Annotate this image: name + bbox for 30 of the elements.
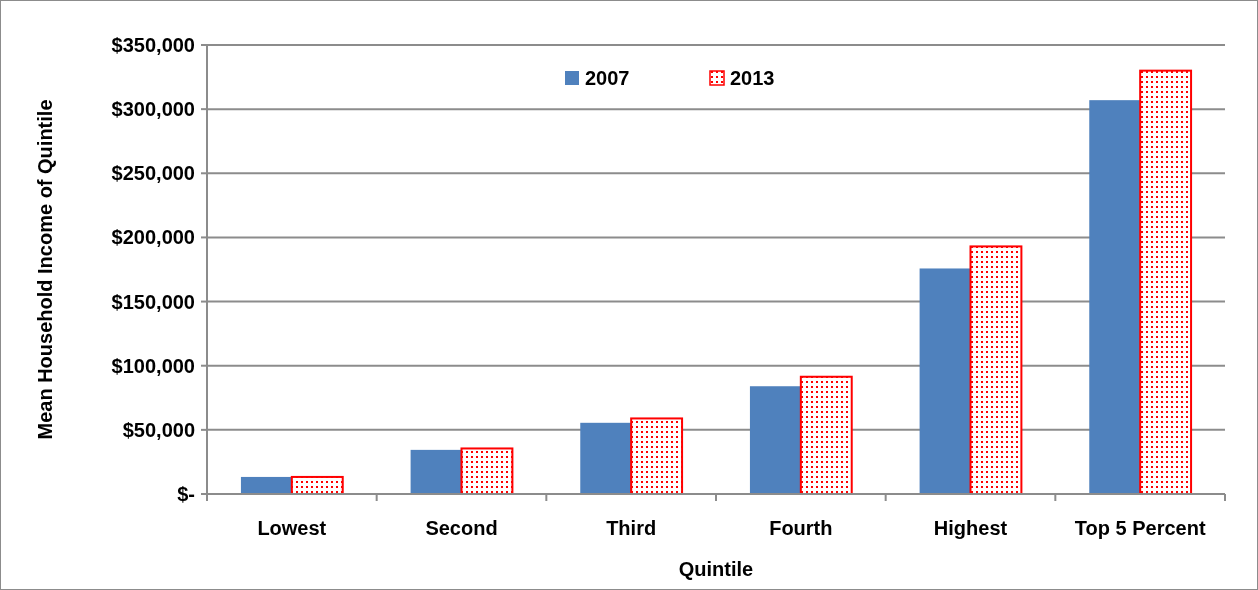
y-axis-title: Mean Household Income of Quintile (34, 99, 56, 440)
bar (799, 375, 853, 495)
y-tick-label: $200,000 (111, 226, 195, 249)
bar (749, 386, 801, 494)
bar (460, 447, 514, 495)
bar (969, 245, 1023, 495)
y-tick-label: $250,000 (111, 162, 195, 185)
y-tick-label: $350,000 (111, 34, 195, 56)
x-tick-label: Lowest (257, 517, 327, 539)
x-tick-label: Highest (933, 517, 1008, 539)
x-tick-label: Second (425, 517, 498, 539)
x-tick-label: Top 5 Percent (1074, 517, 1206, 539)
bar (919, 268, 971, 494)
legend-label: 2013 (730, 67, 775, 89)
y-tick-label: $300,000 (111, 98, 195, 121)
y-tick-label: $100,000 (111, 354, 195, 377)
y-tick-label: $- (177, 483, 195, 505)
x-axis-title: Quintile (678, 558, 754, 580)
bar (1089, 100, 1141, 494)
bar (290, 475, 344, 495)
y-tick-label: $150,000 (111, 290, 195, 313)
legend-label: 2007 (585, 67, 630, 89)
bar (240, 476, 292, 494)
x-tick-label: Fourth (769, 517, 833, 539)
bar (630, 417, 684, 495)
bar (1139, 69, 1193, 495)
y-tick-label: $50,000 (122, 418, 195, 441)
x-tick-label: Third (606, 517, 657, 539)
bar (580, 422, 632, 494)
bar (410, 449, 462, 494)
